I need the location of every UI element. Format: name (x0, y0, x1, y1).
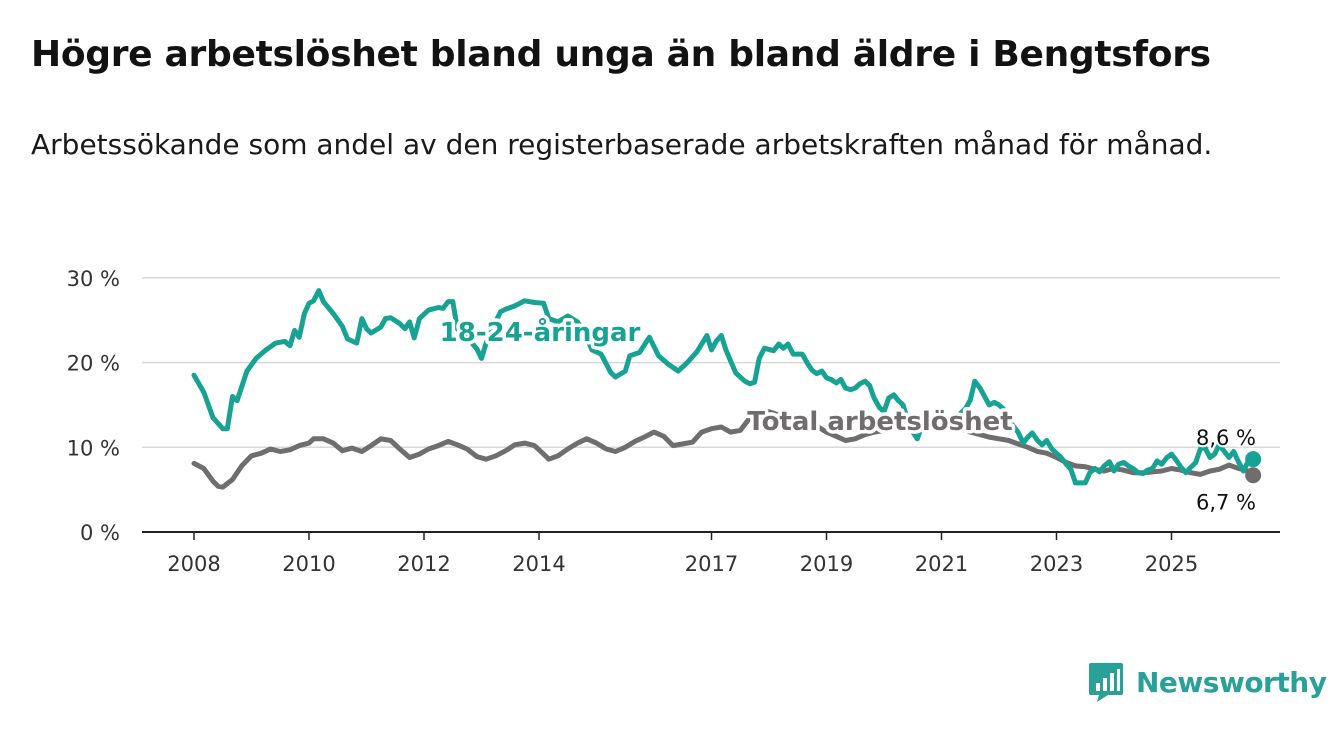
bar-chart-icon (1089, 663, 1123, 702)
series-label-total: Total arbetslöshet (747, 407, 1012, 437)
y-tick-label: 10 % (67, 436, 120, 460)
chart-subtitle: Arbetssökande som andel av den registerb… (31, 128, 1213, 161)
chart-title: Högre arbetslöshet bland unga än bland ä… (31, 34, 1211, 75)
x-tick-label: 2012 (397, 552, 450, 576)
x-tick-label: 2025 (1145, 552, 1198, 576)
x-tick-label: 2014 (512, 552, 565, 576)
x-tick-label: 2021 (915, 552, 968, 576)
end-value-label-youth: 8,6 % (1196, 426, 1256, 450)
series-line-youth (191, 288, 1256, 486)
series-label-youth: 18-24-åringar (440, 316, 641, 348)
x-tick-label: 2008 (167, 552, 220, 576)
x-tick-label: 2023 (1030, 552, 1083, 576)
x-tick-label: 2017 (685, 552, 738, 576)
newsworthy-logo: Newsworthy (1088, 660, 1327, 704)
x-tick-label: 2019 (800, 552, 853, 576)
brand-name: Newsworthy (1136, 665, 1327, 699)
series-line-total (191, 409, 1256, 490)
x-tick-label: 2010 (282, 552, 335, 576)
y-tick-label: 0 % (80, 521, 120, 545)
end-point-total (1245, 467, 1262, 484)
end-value-label-total: 6,7 % (1196, 490, 1256, 514)
y-tick-label: 20 % (67, 352, 120, 376)
y-tick-label: 30 % (67, 267, 120, 291)
end-point-youth (1245, 451, 1262, 468)
